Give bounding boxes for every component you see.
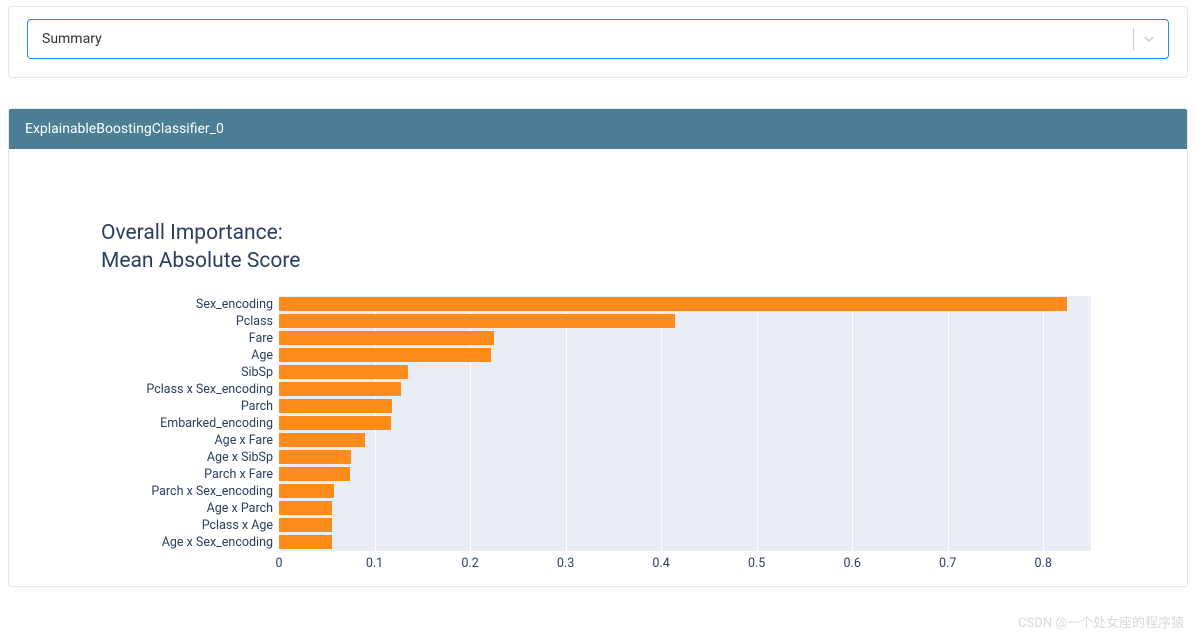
bar-row: Parch x Fare xyxy=(279,466,350,483)
bar-row: Sex_encoding xyxy=(279,296,1067,313)
summary-dropdown[interactable]: Summary xyxy=(27,19,1169,59)
bar-row: Pclass x Sex_encoding xyxy=(279,381,401,398)
bar-row: Parch x Sex_encoding xyxy=(279,483,334,500)
gridline xyxy=(661,296,662,551)
bar[interactable] xyxy=(279,382,401,396)
bar-row: Parch xyxy=(279,398,392,415)
gridline xyxy=(757,296,758,551)
bar[interactable] xyxy=(279,518,332,532)
bar-row: Age x Fare xyxy=(279,432,365,449)
explainer-panel: ExplainableBoostingClassifier_0 Overall … xyxy=(8,108,1188,587)
x-tick-label: 0.4 xyxy=(652,556,669,571)
x-tick-label: 0.1 xyxy=(366,556,383,571)
bar-row: Embarked_encoding xyxy=(279,415,391,432)
bar[interactable] xyxy=(279,348,491,362)
bar[interactable] xyxy=(279,501,332,515)
bar[interactable] xyxy=(279,365,408,379)
panel-header-title: ExplainableBoostingClassifier_0 xyxy=(25,121,224,137)
bar[interactable] xyxy=(279,399,392,413)
bar[interactable] xyxy=(279,467,350,481)
bar-label: SibSp xyxy=(241,365,273,380)
chevron-down-icon xyxy=(1140,30,1158,48)
bar-row: Age x Sex_encoding xyxy=(279,534,332,551)
x-tick-label: 0.8 xyxy=(1035,556,1052,571)
bar-row: Fare xyxy=(279,330,494,347)
bar-label: Age xyxy=(251,348,273,363)
bar-label: Parch x Sex_encoding xyxy=(151,484,273,499)
bar-label: Age x Parch xyxy=(207,501,273,516)
plot-background: Sex_encodingPclassFareAgeSibSpPclass x S… xyxy=(279,296,1091,551)
bar-label: Sex_encoding xyxy=(196,297,273,312)
chart-container: Overall Importance: Mean Absolute Score … xyxy=(9,149,1187,586)
bar-row: Pclass x Age xyxy=(279,517,332,534)
x-tick-label: 0.6 xyxy=(843,556,860,571)
gridline xyxy=(1043,296,1044,551)
gridline xyxy=(948,296,949,551)
dropdown-card: Summary xyxy=(8,6,1188,78)
bar-row: Age x SibSp xyxy=(279,449,351,466)
bar-label: Age x Fare xyxy=(215,433,273,448)
watermark-text: CSDN @一个处女座的程序猿 xyxy=(1018,612,1184,631)
bar-label: Pclass x Age xyxy=(202,518,273,533)
bar-label: Parch xyxy=(241,399,273,414)
bar-label: Embarked_encoding xyxy=(160,416,273,431)
x-tick-label: 0 xyxy=(275,556,282,571)
bar-row: Pclass xyxy=(279,313,675,330)
dropdown-indicator xyxy=(1133,28,1158,50)
x-axis: 00.10.20.30.40.50.60.70.8 xyxy=(279,551,1091,575)
bar-label: Pclass xyxy=(236,314,273,329)
dropdown-divider xyxy=(1133,28,1134,50)
bar[interactable] xyxy=(279,535,332,549)
dropdown-selected-label: Summary xyxy=(42,31,102,47)
x-tick-label: 0.3 xyxy=(557,556,574,571)
bar[interactable] xyxy=(279,331,494,345)
bar[interactable] xyxy=(279,314,675,328)
bar-row: Age xyxy=(279,347,491,364)
bar-label: Pclass x Sex_encoding xyxy=(146,382,273,397)
bar[interactable] xyxy=(279,416,391,430)
bar-label: Age x Sex_encoding xyxy=(162,535,273,550)
bar[interactable] xyxy=(279,433,365,447)
x-tick-label: 0.5 xyxy=(748,556,765,571)
importance-bar-chart[interactable]: Sex_encodingPclassFareAgeSibSpPclass x S… xyxy=(279,296,1167,576)
bar-label: Parch x Fare xyxy=(204,467,273,482)
bar[interactable] xyxy=(279,484,334,498)
bar-row: Age x Parch xyxy=(279,500,332,517)
x-tick-label: 0.7 xyxy=(939,556,956,571)
bar-label: Age x SibSp xyxy=(207,450,273,465)
bar[interactable] xyxy=(279,297,1067,311)
chart-title: Overall Importance: Mean Absolute Score xyxy=(101,219,1167,276)
gridline xyxy=(852,296,853,551)
x-tick-label: 0.2 xyxy=(461,556,478,571)
bar[interactable] xyxy=(279,450,351,464)
bar-row: SibSp xyxy=(279,364,408,381)
bar-label: Fare xyxy=(249,331,273,346)
panel-header: ExplainableBoostingClassifier_0 xyxy=(9,109,1187,149)
gridline xyxy=(566,296,567,551)
